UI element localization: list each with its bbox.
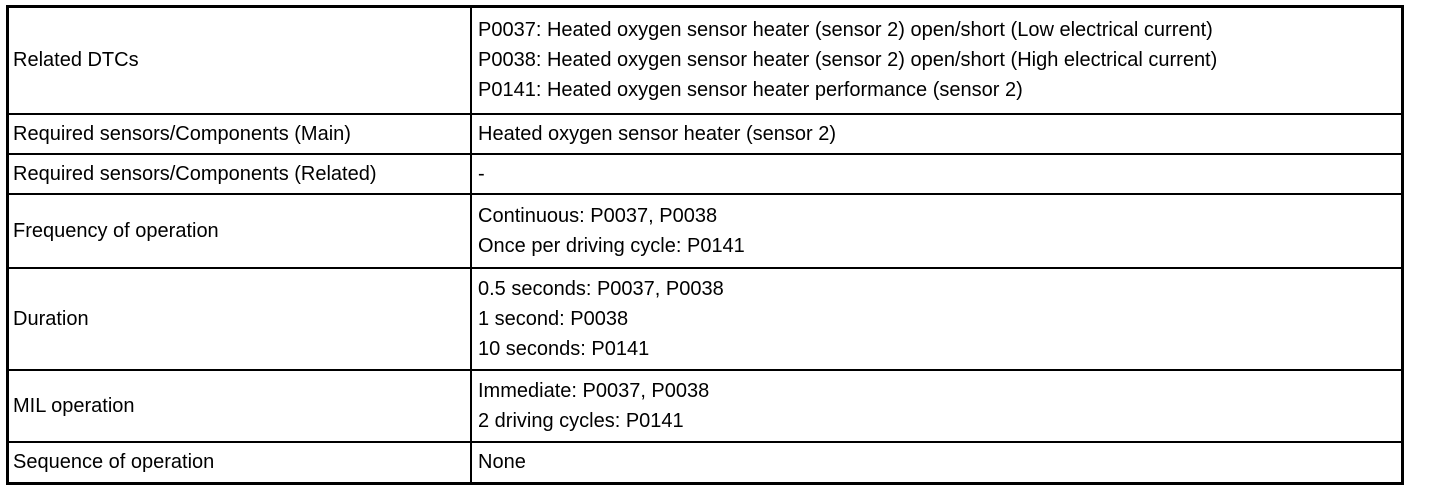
row-value: 0.5 seconds: P0037, P0038 1 second: P003… (470, 266, 1404, 371)
value-line: Immediate: P0037, P0038 (478, 379, 710, 402)
value-line: P0141: Heated oxygen sensor heater perfo… (478, 79, 1023, 102)
row-label: Related DTCs (6, 5, 472, 115)
row-label: MIL operation (6, 368, 472, 443)
monitor-description-table: Related DTCs P0037: Heated oxygen sensor… (6, 5, 1404, 485)
value-line: P0038: Heated oxygen sensor heater (sens… (478, 49, 1218, 72)
table-row-duration: Duration 0.5 seconds: P0037, P0038 1 sec… (6, 266, 1404, 371)
row-value: Continuous: P0037, P0038 Once per drivin… (470, 192, 1404, 269)
row-value: P0037: Heated oxygen sensor heater (sens… (470, 5, 1404, 115)
value-line: Heated oxygen sensor heater (sensor 2) (478, 122, 836, 145)
row-value: Heated oxygen sensor heater (sensor 2) (470, 112, 1404, 155)
value-line: 0.5 seconds: P0037, P0038 (478, 277, 724, 300)
value-line: Continuous: P0037, P0038 (478, 204, 718, 227)
value-line: Once per driving cycle: P0141 (478, 234, 745, 257)
row-value: None (470, 440, 1404, 485)
row-value: - (470, 152, 1404, 195)
value-line: P0037: Heated oxygen sensor heater (sens… (478, 19, 1213, 42)
row-label: Duration (6, 266, 472, 371)
value-line: - (478, 162, 485, 185)
table-row-components-main: Required sensors/Components (Main) Heate… (6, 112, 1404, 155)
value-line: 2 driving cycles: P0141 (478, 409, 684, 432)
table-row-sequence: Sequence of operation None (6, 440, 1404, 485)
value-line: 10 seconds: P0141 (478, 337, 650, 360)
row-label: Frequency of operation (6, 192, 472, 269)
table-row-mil-operation: MIL operation Immediate: P0037, P0038 2 … (6, 368, 1404, 443)
table-row-components-related: Required sensors/Components (Related) - (6, 152, 1404, 195)
row-label: Sequence of operation (6, 440, 472, 485)
row-label: Required sensors/Components (Related) (6, 152, 472, 195)
table-row-related-dtcs: Related DTCs P0037: Heated oxygen sensor… (6, 5, 1404, 115)
value-line: None (478, 451, 526, 474)
table-row-frequency: Frequency of operation Continuous: P0037… (6, 192, 1404, 269)
row-label: Required sensors/Components (Main) (6, 112, 472, 155)
value-line: 1 second: P0038 (478, 307, 629, 330)
row-value: Immediate: P0037, P0038 2 driving cycles… (470, 368, 1404, 443)
